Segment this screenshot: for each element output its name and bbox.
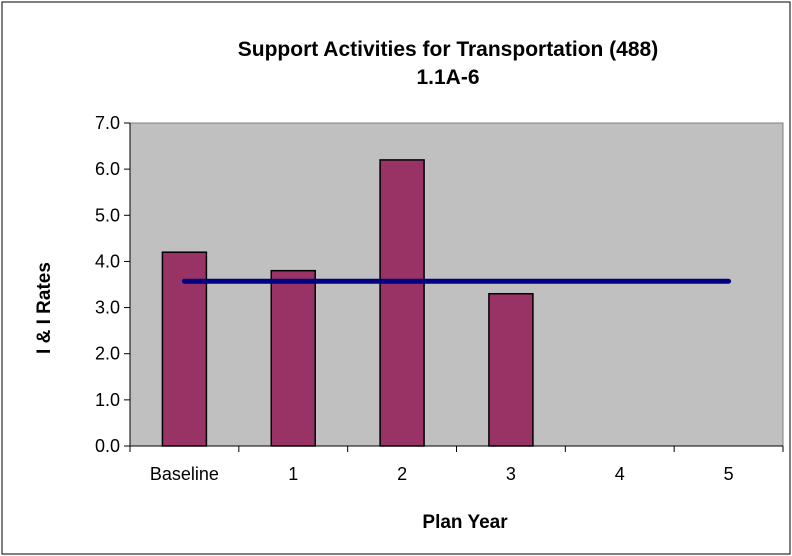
x-tick-label: 5: [724, 464, 734, 484]
y-tick-label: 0.0: [95, 436, 120, 456]
y-tick-label: 6.0: [95, 159, 120, 179]
y-tick-label: 7.0: [95, 113, 120, 133]
chart-title: Support Activities for Transportation (4…: [238, 38, 658, 61]
x-tick-label: 1: [288, 464, 298, 484]
y-tick-label: 4.0: [95, 251, 120, 271]
y-axis-title: I & I Rates: [34, 262, 55, 354]
x-tick-label: 3: [506, 464, 516, 484]
x-axis-title: Plan Year: [422, 512, 508, 533]
bar-series: [161, 159, 534, 447]
y-tick-label: 5.0: [95, 205, 120, 225]
bar: [161, 251, 208, 447]
chart-subtitle: 1.1A-6: [416, 66, 479, 89]
x-tick-label: Baseline: [150, 464, 219, 484]
x-axis: Baseline 1 2 3 4 5: [129, 445, 784, 484]
y-tick-label: 1.0: [95, 390, 120, 410]
bar: [270, 269, 316, 447]
x-tick-label: 2: [397, 464, 407, 484]
y-tick-label: 2.0: [95, 344, 120, 364]
plot-area: [129, 122, 784, 447]
x-tick-label: 4: [615, 464, 625, 484]
bar: [488, 292, 534, 447]
y-tick-label: 3.0: [95, 298, 120, 318]
bar: [379, 159, 425, 447]
y-axis: 0.0 1.0 2.0 3.0 4.0 5.0 6.0 7.0: [95, 113, 131, 456]
